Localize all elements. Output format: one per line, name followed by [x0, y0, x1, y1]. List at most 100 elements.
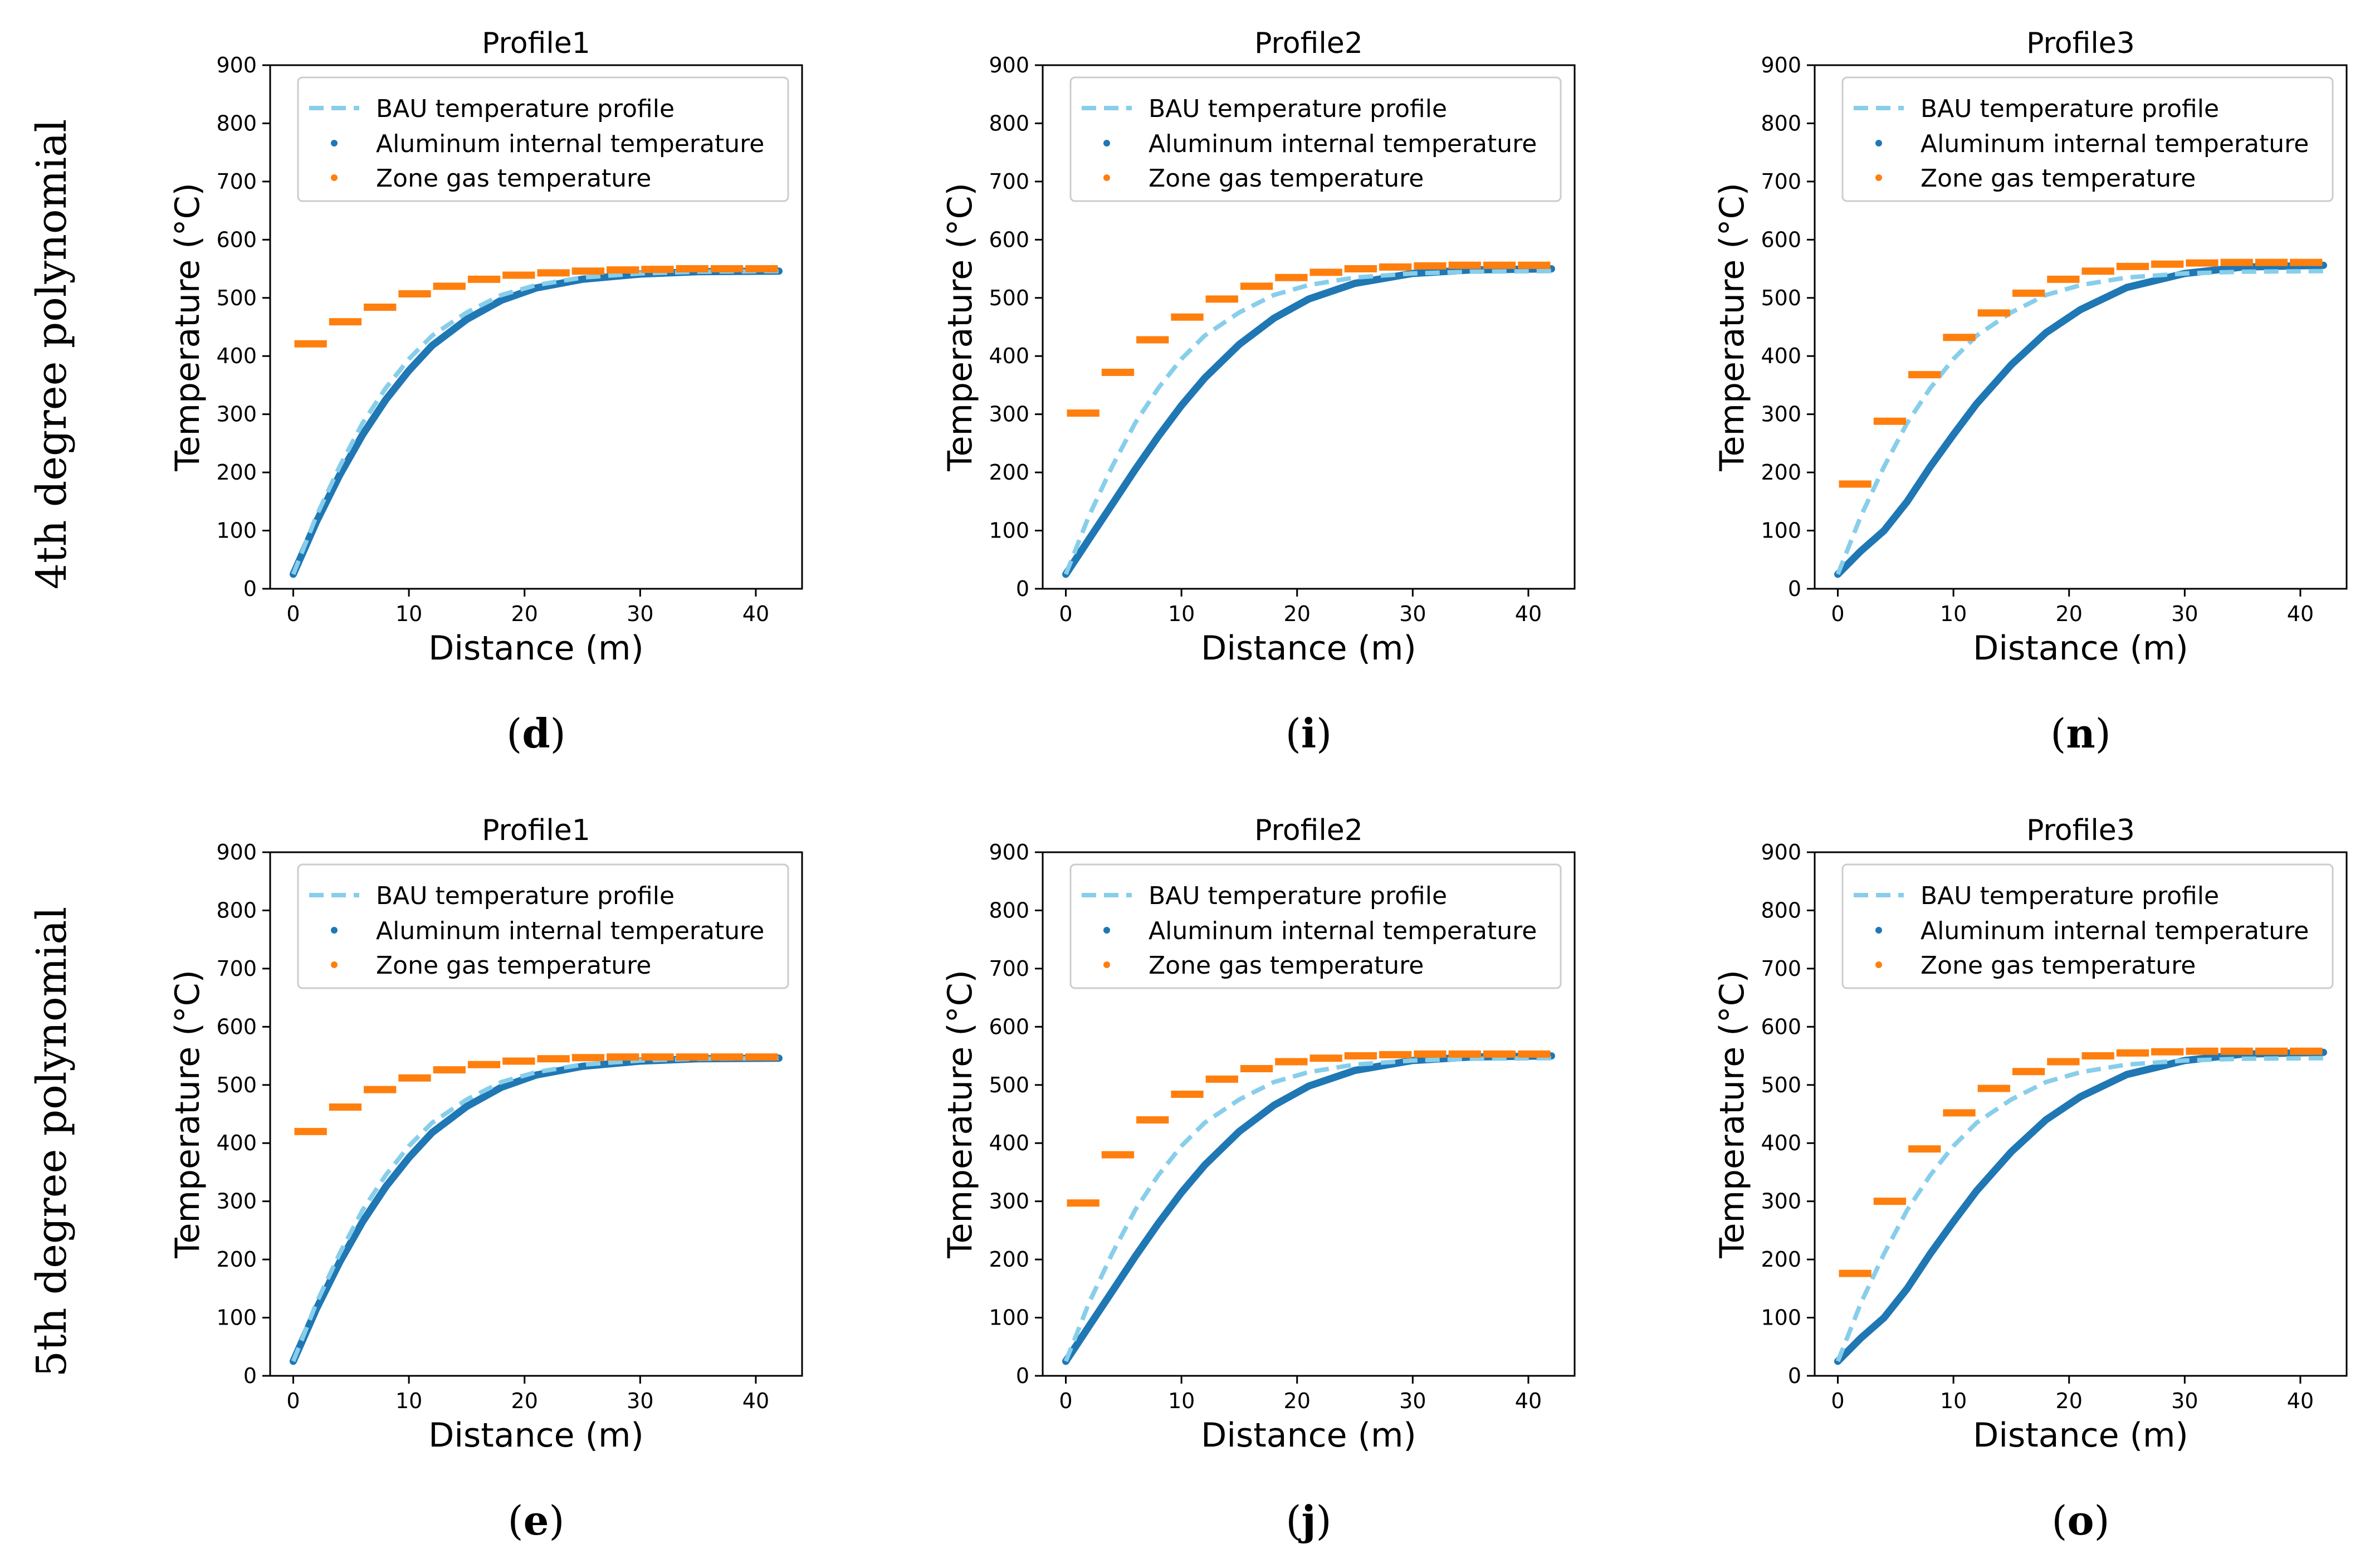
y-tick-label: 600 — [1761, 227, 1801, 252]
y-tick-label: 500 — [1761, 286, 1801, 310]
chart-title: Profile2 — [1254, 814, 1363, 847]
x-tick-label: 40 — [2287, 1389, 2314, 1413]
plot-frame — [1042, 851, 1576, 1377]
y-tick-label: 100 — [216, 519, 257, 543]
y-tick-label: 400 — [216, 344, 257, 368]
legend-entry: Aluminum internal temperature — [1921, 917, 2309, 945]
x-tick-label: 30 — [2171, 1389, 2198, 1413]
row-label-5th-degree: 5th degree polynomial — [28, 907, 76, 1377]
chart-title: Profile3 — [2026, 814, 2135, 847]
x-tick-label: 0 — [286, 602, 300, 626]
plot-frame — [269, 64, 803, 590]
x-tick-label: 10 — [1940, 1389, 1967, 1413]
legend-box — [297, 863, 789, 989]
plot-frame — [1042, 64, 1576, 590]
legend-box — [297, 76, 789, 202]
series-aluminum-internal-temperature — [290, 267, 783, 578]
y-tick-label: 100 — [989, 519, 1029, 543]
series-aluminum-internal-temperature — [1834, 261, 2327, 578]
x-tick-label: 20 — [511, 1389, 538, 1413]
legend-box — [1069, 863, 1562, 989]
x-tick-label: 0 — [1831, 1389, 1844, 1413]
legend-entry: BAU temperature profile — [376, 882, 675, 910]
x-axis-label: Distance (m) — [1973, 629, 2188, 668]
legend-aluminum-handle — [1103, 140, 1110, 146]
legend-box — [1841, 863, 2334, 989]
y-tick-label: 800 — [989, 898, 1029, 922]
y-tick-label: 700 — [989, 169, 1029, 194]
y-tick-label: 0 — [1016, 1364, 1029, 1388]
series-aluminum-internal-temperature — [290, 1054, 783, 1365]
series-bau-temperature-profile — [291, 1056, 779, 1362]
panel-label: (o) — [2051, 1497, 2109, 1544]
legend-zone-gas-handle — [331, 961, 338, 968]
y-tick-label: 0 — [1788, 577, 1801, 601]
legend-aluminum-handle — [1875, 140, 1882, 146]
y-tick-label: 300 — [989, 402, 1029, 427]
y-tick-label: 200 — [216, 1247, 257, 1272]
y-tick-label: 500 — [989, 1073, 1029, 1097]
x-tick-label: 30 — [2171, 602, 2198, 626]
x-tick-label: 30 — [627, 602, 653, 626]
series-bau-temperature-profile — [291, 268, 779, 575]
legend-entry: BAU temperature profile — [1921, 95, 2219, 123]
y-tick-label: 200 — [989, 460, 1029, 485]
legend-entry: Zone gas temperature — [1149, 164, 1424, 193]
chart-panel-j: Profile2 0 100 200 300 400 500 600 700 800 900 0 10 2… — [941, 814, 1576, 1544]
legend-box — [1069, 76, 1562, 202]
x-tick-label: 10 — [1168, 1389, 1195, 1413]
x-tick-label: 30 — [627, 1389, 653, 1413]
x-tick-label: 10 — [1168, 602, 1195, 626]
x-tick-label: 40 — [742, 602, 769, 626]
y-axis-label: Temperature (°C) — [941, 970, 980, 1259]
y-tick-label: 700 — [989, 956, 1029, 981]
y-tick-label: 400 — [989, 344, 1029, 368]
y-tick-label: 0 — [243, 577, 257, 601]
x-axis-label: Distance (m) — [1973, 1416, 2188, 1455]
y-tick-label: 900 — [989, 53, 1029, 77]
y-tick-label: 200 — [989, 1247, 1029, 1272]
legend-entry: Zone gas temperature — [376, 951, 651, 980]
y-tick-label: 200 — [216, 460, 257, 485]
y-tick-label: 600 — [1761, 1014, 1801, 1039]
x-tick-label: 20 — [2056, 1389, 2083, 1413]
y-tick-label: 500 — [216, 1073, 257, 1097]
series-bau-temperature-profile — [1835, 268, 2324, 575]
series-bau-temperature-profile — [1063, 1056, 1552, 1362]
chart-panel-i: Profile2 0 100 200 300 400 500 600 700 800 900 0 10 2… — [941, 27, 1576, 757]
y-tick-label: 600 — [216, 227, 257, 252]
legend-aluminum-handle — [331, 140, 338, 146]
legend-entry: Zone gas temperature — [376, 164, 651, 193]
x-tick-label: 30 — [1399, 1389, 1426, 1413]
legend-entry: Aluminum internal temperature — [1149, 130, 1537, 158]
x-tick-label: 40 — [1515, 1389, 1542, 1413]
x-tick-label: 40 — [1515, 602, 1542, 626]
chart-panel-o: Profile3 0 100 200 300 400 500 600 700 800 900 0 10 2… — [1713, 814, 2348, 1544]
y-tick-label: 900 — [216, 53, 257, 77]
legend-entry: BAU temperature profile — [1149, 95, 1447, 123]
y-tick-label: 400 — [1761, 344, 1801, 368]
legend-entry: Zone gas temperature — [1921, 951, 2196, 980]
legend-zone-gas-handle — [1875, 174, 1882, 181]
y-tick-label: 700 — [216, 169, 257, 194]
x-axis-label: Distance (m) — [428, 1416, 644, 1455]
legend-zone-gas-handle — [1875, 961, 1882, 968]
y-tick-label: 500 — [216, 286, 257, 310]
plot-frame — [1814, 64, 2348, 590]
x-tick-label: 30 — [1399, 602, 1426, 626]
y-tick-label: 900 — [216, 840, 257, 864]
x-tick-label: 0 — [1059, 602, 1072, 626]
panel-label: (d) — [506, 710, 566, 757]
legend-entry: Aluminum internal temperature — [1921, 130, 2309, 158]
legend-aluminum-handle — [1103, 927, 1110, 934]
y-tick-label: 800 — [989, 111, 1029, 135]
x-tick-label: 40 — [2287, 602, 2314, 626]
y-tick-label: 500 — [1761, 1073, 1801, 1097]
legend-entry: Zone gas temperature — [1921, 164, 2196, 193]
x-axis-label: Distance (m) — [1201, 1416, 1416, 1455]
y-tick-label: 300 — [216, 402, 257, 427]
series-bau-temperature-profile — [1835, 1056, 2324, 1362]
y-axis-label: Temperature (°C) — [1713, 970, 1752, 1259]
y-tick-label: 600 — [216, 1014, 257, 1039]
y-axis-label: Temperature (°C) — [941, 183, 980, 472]
